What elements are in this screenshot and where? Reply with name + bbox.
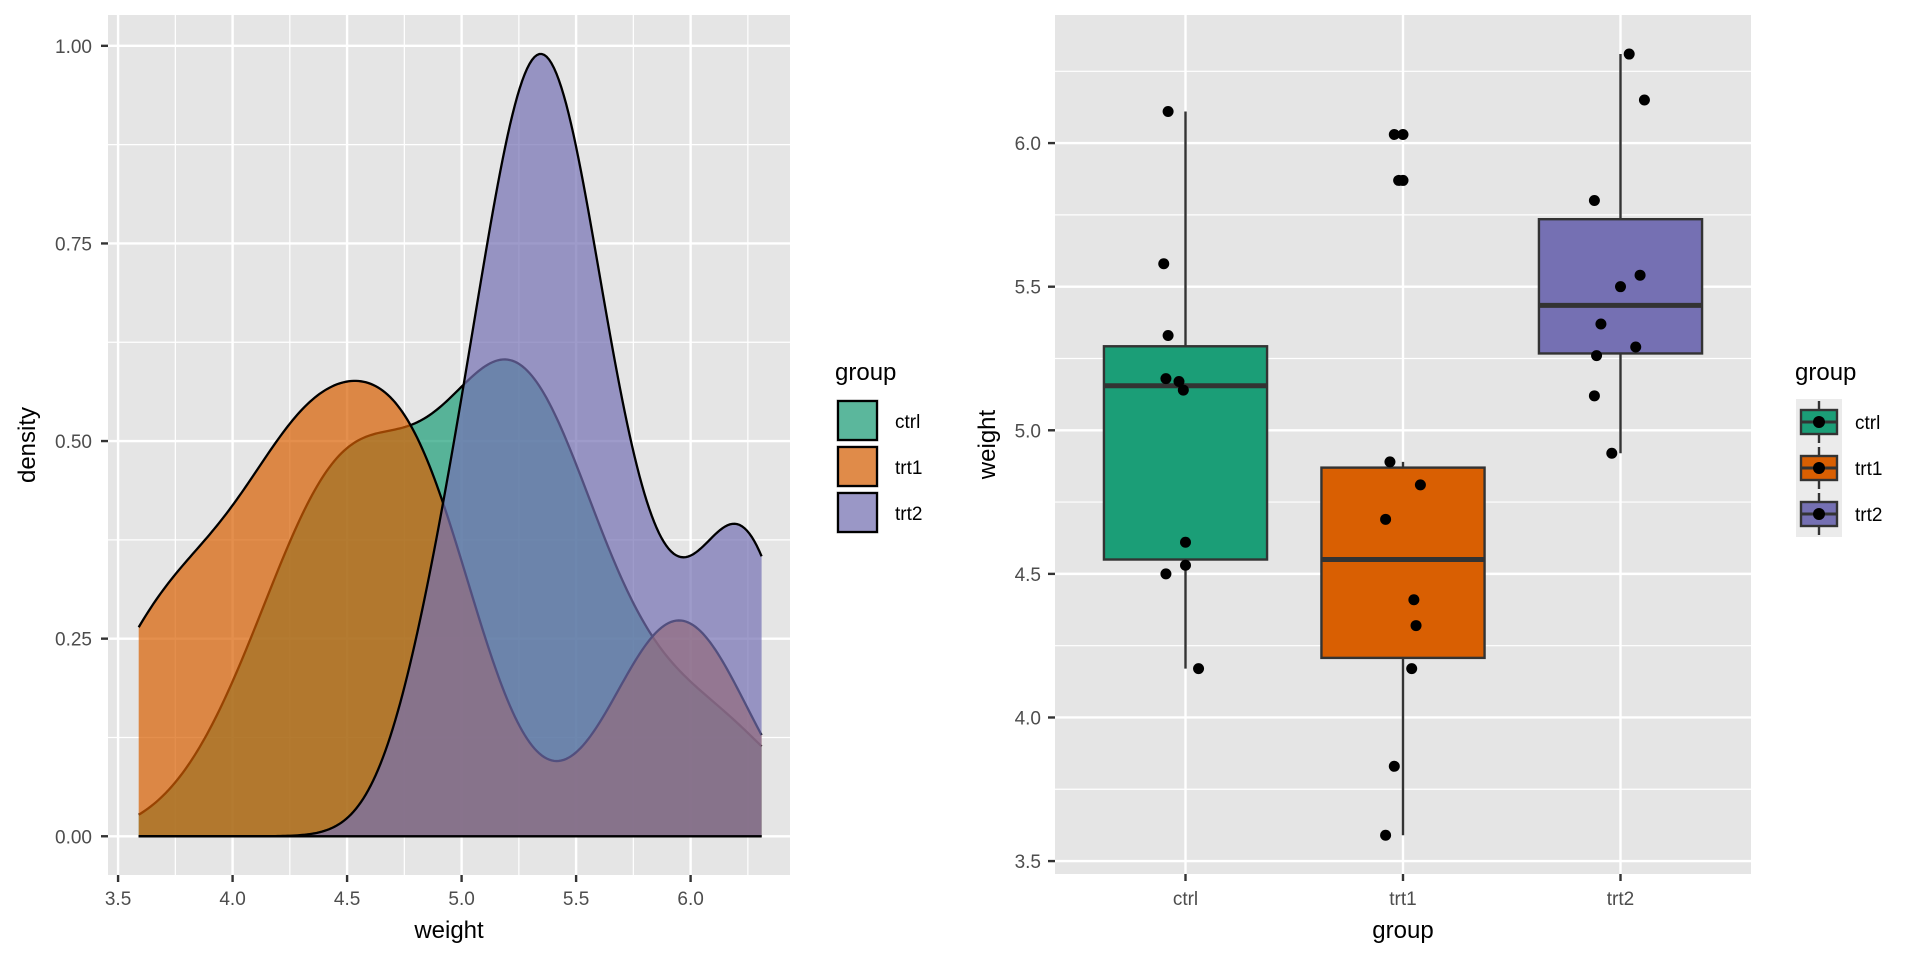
jitter-point-trt1 xyxy=(1406,663,1417,674)
jitter-point-ctrl xyxy=(1163,330,1174,341)
jitter-point-trt1 xyxy=(1389,761,1400,772)
legend-label-trt2: trt2 xyxy=(1855,505,1882,526)
jitter-point-trt1 xyxy=(1408,594,1419,605)
density-y-axis-title: density xyxy=(14,407,41,483)
y-tick-label: 0.75 xyxy=(55,234,92,255)
jitter-point-trt2 xyxy=(1589,195,1600,206)
jitter-point-trt2 xyxy=(1591,350,1602,361)
y-tick-label: 0.50 xyxy=(55,432,92,453)
jitter-point-trt1 xyxy=(1380,514,1391,525)
y-tick-label: 4.0 xyxy=(1015,708,1041,729)
density-y-axis: 0.00 0.25 0.50 0.75 1.00 xyxy=(55,37,108,848)
density-plot: 0.000.250.500.751.00 3.5 4.0 4.5 5.0 5.5 6.0 … xyxy=(14,15,922,944)
x-tick-label: 6.0 xyxy=(677,889,703,910)
legend-key-trt1 xyxy=(838,447,877,486)
jitter-point-trt1 xyxy=(1380,830,1391,841)
y-tick-label: 0.25 xyxy=(55,630,92,651)
jitter-point-ctrl xyxy=(1178,385,1189,396)
x-tick-label: 3.5 xyxy=(105,889,131,910)
legend-label-trt1: trt1 xyxy=(895,458,922,479)
jitter-point-trt2 xyxy=(1630,341,1641,352)
legend-label-ctrl: ctrl xyxy=(1855,413,1880,434)
box-body xyxy=(1104,346,1267,559)
x-tick-label: 4.0 xyxy=(219,889,245,910)
density-legend: group ctrl trt1 trt2 xyxy=(835,359,922,534)
jitter-point-trt1 xyxy=(1393,175,1404,186)
jitter-point-ctrl xyxy=(1180,560,1191,571)
jitter-point-ctrl xyxy=(1193,663,1204,674)
density-x-axis-title: weight xyxy=(413,917,484,944)
jitter-point-trt2 xyxy=(1615,281,1626,292)
y-tick-label: 5.5 xyxy=(1015,278,1041,299)
y-tick-label: 0.00 xyxy=(55,827,92,848)
x-tick-label: trt1 xyxy=(1389,889,1416,910)
x-tick-label: ctrl xyxy=(1173,889,1198,910)
y-tick-label: 3.5 xyxy=(1015,852,1041,873)
legend-label-trt1: trt1 xyxy=(1855,459,1882,480)
jitter-point-ctrl xyxy=(1160,373,1171,384)
boxplot-x-axis: ctrl trt1 trt2 xyxy=(1173,874,1634,910)
jitter-point-trt2 xyxy=(1635,270,1646,281)
boxplot-x-axis-title: group xyxy=(1372,917,1433,944)
legend-label-trt2: trt2 xyxy=(895,504,922,525)
jitter-point-ctrl xyxy=(1160,568,1171,579)
jitter-point-trt2 xyxy=(1595,319,1606,330)
jitter-point-trt1 xyxy=(1411,620,1422,631)
x-tick-label: 5.5 xyxy=(563,889,589,910)
jitter-point-trt2 xyxy=(1639,95,1650,106)
density-x-axis: 3.5 4.0 4.5 5.0 5.5 6.0 xyxy=(105,875,704,910)
jitter-point-ctrl xyxy=(1163,106,1174,117)
x-tick-label: 4.5 xyxy=(334,889,360,910)
y-tick-label: 1.00 xyxy=(55,37,92,58)
boxplot-legend-title: group xyxy=(1795,359,1856,386)
jitter-point-trt1 xyxy=(1384,456,1395,467)
jitter-point-trt2 xyxy=(1624,49,1635,60)
jitter-point-trt1 xyxy=(1389,129,1400,140)
boxplot: 3.5 4.0 4.5 5.0 5.5 6.0 ctrl trt1 trt2 group we… xyxy=(974,15,1882,944)
boxplot-y-axis-title: weight xyxy=(974,409,1001,480)
x-tick-label: trt2 xyxy=(1607,889,1634,910)
y-tick-label: 6.0 xyxy=(1015,134,1041,155)
y-tick-label: 4.5 xyxy=(1015,565,1041,586)
jitter-point-ctrl xyxy=(1180,537,1191,548)
legend-label-ctrl: ctrl xyxy=(895,412,920,433)
jitter-point-ctrl xyxy=(1158,258,1169,269)
legend-point xyxy=(1813,462,1825,474)
jitter-point-trt1 xyxy=(1415,479,1426,490)
jitter-point-trt2 xyxy=(1589,390,1600,401)
legend-point xyxy=(1813,508,1825,520)
jitter-point-trt2 xyxy=(1606,448,1617,459)
legend-point xyxy=(1813,416,1825,428)
legend-key-trt2 xyxy=(838,493,877,532)
legend-key-ctrl xyxy=(838,401,877,440)
y-tick-label: 5.0 xyxy=(1015,421,1041,442)
density-legend-title: group xyxy=(835,359,896,386)
boxplot-y-axis: 3.5 4.0 4.5 5.0 5.5 6.0 xyxy=(1015,134,1055,873)
x-tick-label: 5.0 xyxy=(448,889,474,910)
box-body xyxy=(1321,468,1484,658)
boxplot-legend: group ctrl trt1 trt2 xyxy=(1795,359,1882,537)
